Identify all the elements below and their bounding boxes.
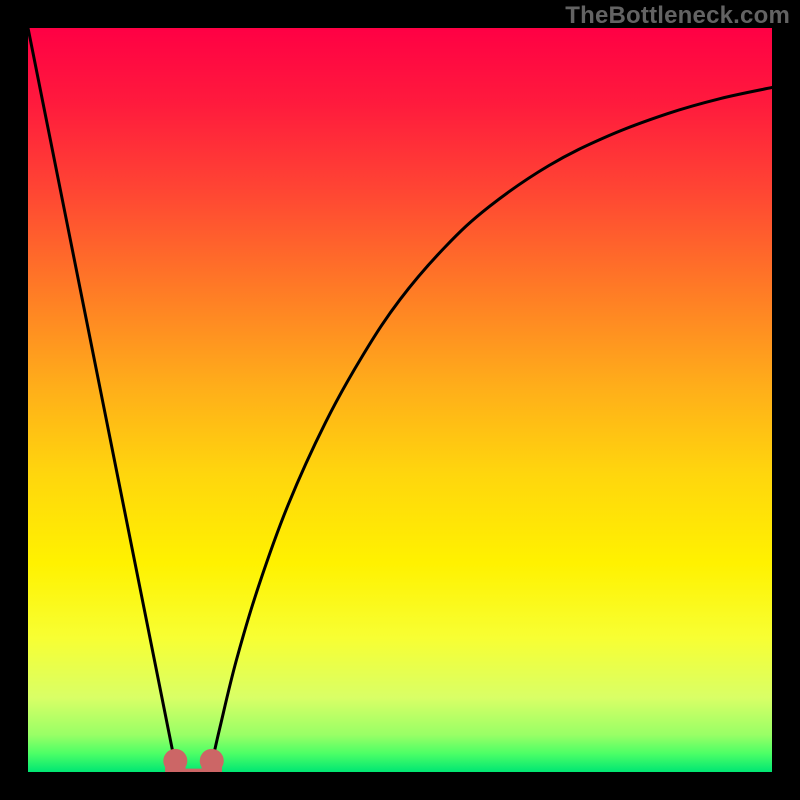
curve-line	[28, 28, 173, 753]
marker-dot	[163, 749, 187, 772]
plot-area	[28, 28, 772, 772]
curves-svg	[28, 28, 772, 772]
marker-dot	[200, 749, 224, 772]
curve-line	[214, 88, 772, 754]
chart-container: { "watermark": { "text": "TheBottleneck.…	[0, 0, 800, 800]
watermark-text: TheBottleneck.com	[565, 2, 790, 30]
